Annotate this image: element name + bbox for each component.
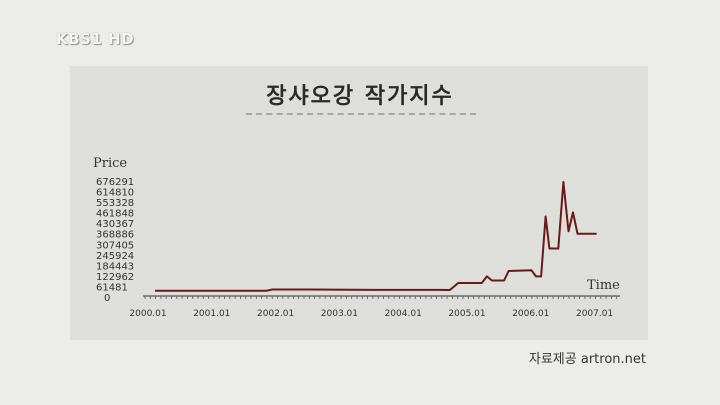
x-axis-label: Time xyxy=(587,278,620,293)
y-tick-label: 614810 xyxy=(96,188,134,199)
y-tick-label: 122962 xyxy=(96,272,134,283)
x-tick-label: 2001.01 xyxy=(193,309,230,319)
y-tick-label: 368886 xyxy=(96,230,134,241)
y-tick-label: 553328 xyxy=(96,198,134,209)
y-tick-label: 184443 xyxy=(96,261,134,272)
title-underline xyxy=(246,113,476,115)
y-tick-label: 61481 xyxy=(96,282,128,293)
chart-title: 장샤오강 작가지수 xyxy=(266,84,454,109)
series-group xyxy=(155,181,597,292)
x-tick-label: 2006.01 xyxy=(512,309,549,319)
y-tick-label: 245924 xyxy=(96,251,134,262)
y-tick-label: 676291 xyxy=(96,177,134,188)
y-tick-label: 307405 xyxy=(96,240,134,251)
y-tick-label: 0 xyxy=(104,293,110,304)
x-tick-label: 2000.01 xyxy=(129,309,166,319)
chart-panel xyxy=(70,66,648,340)
x-tick-labels: 2000.01 2001.01 2002.01 2003.01 2004.01 2005.… xyxy=(129,309,613,319)
x-tick-label: 2007.01 xyxy=(576,309,613,319)
price-series-line xyxy=(155,181,597,292)
x-tick-label: 2004.01 xyxy=(385,309,422,319)
y-tick-labels: 0614811229621844432459243074053688864303… xyxy=(96,177,134,304)
x-minor-ticks xyxy=(144,296,618,299)
x-tick-label: 2003.01 xyxy=(321,309,358,319)
y-tick-label: 430367 xyxy=(96,219,134,230)
x-tick-label: 2002.01 xyxy=(257,309,294,319)
x-tick-label: 2005.01 xyxy=(448,309,485,319)
data-source-credit: 자료제공 artron.net xyxy=(528,352,646,367)
y-tick-label: 461848 xyxy=(96,209,134,220)
kbs-logo: KBS1 HD xyxy=(56,30,135,48)
y-axis-label: Price xyxy=(93,156,127,171)
